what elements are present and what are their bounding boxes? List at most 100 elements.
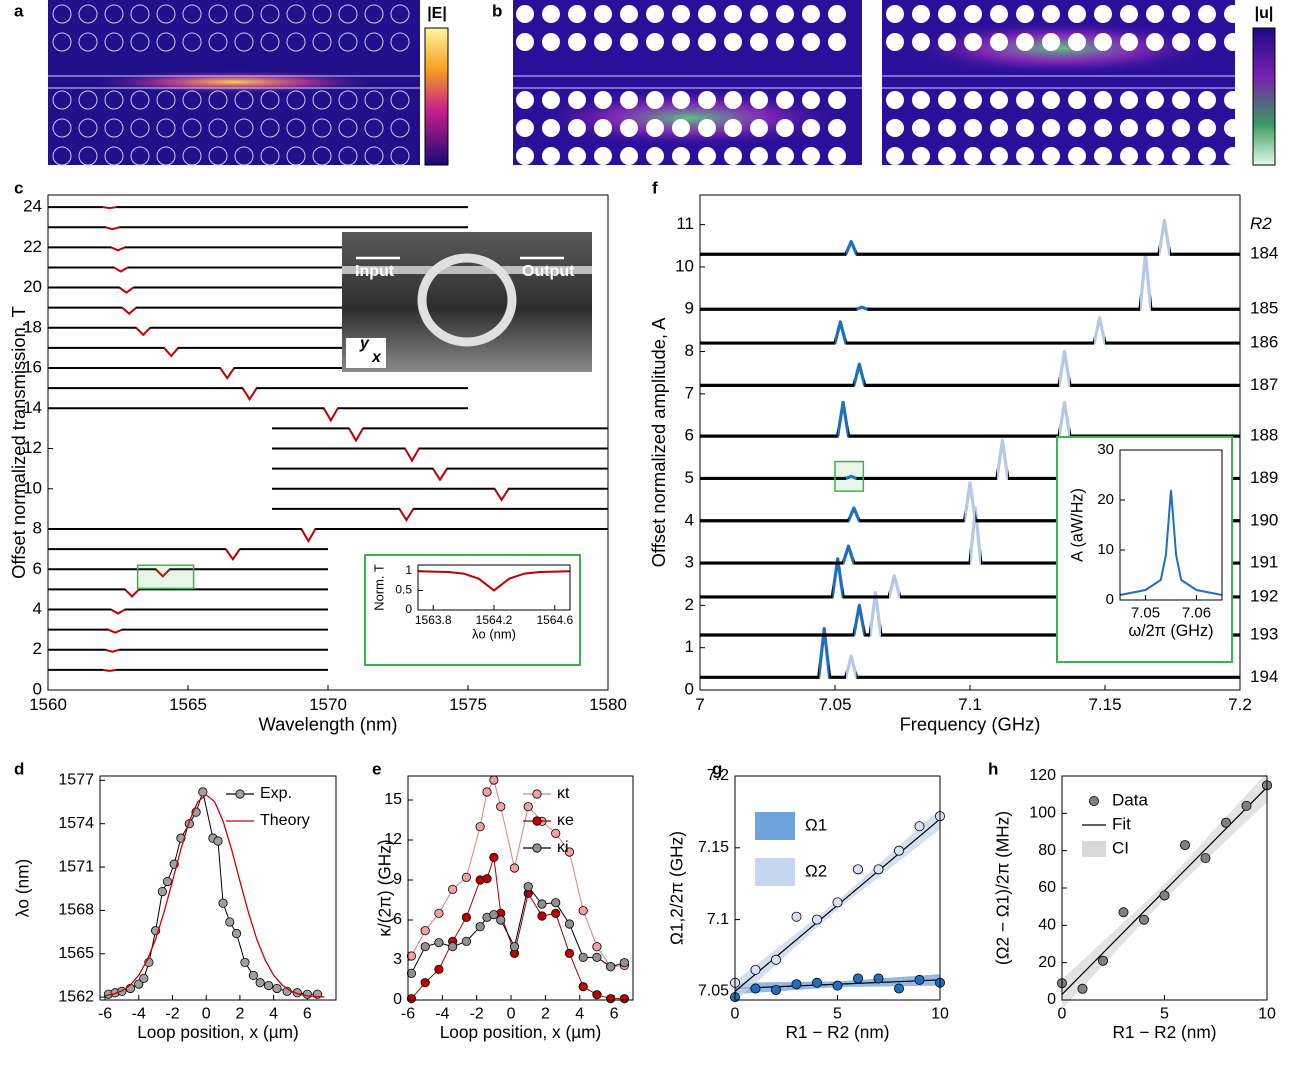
x-tick-label: 1560 <box>29 695 67 714</box>
hole <box>338 146 358 166</box>
hole <box>390 4 410 24</box>
x-tick-label: -4 <box>132 1006 146 1023</box>
y-tick-label: 1 <box>685 637 694 656</box>
row-label: 185 <box>1250 299 1278 318</box>
marker <box>894 845 905 856</box>
hole <box>208 90 228 110</box>
marker <box>475 922 485 932</box>
y-tick-label: 2 <box>33 639 42 658</box>
hole <box>912 33 930 51</box>
hole <box>182 32 202 52</box>
row-label: 186 <box>1250 333 1278 352</box>
hole <box>542 91 560 109</box>
hole <box>672 91 690 109</box>
hole <box>886 91 904 109</box>
panel-label: c <box>14 178 23 197</box>
y-axis-label: (Ω2 − Ω1)/2π (MHz) <box>993 811 1013 965</box>
marker <box>406 994 417 1004</box>
hole <box>542 5 560 23</box>
hole <box>1016 33 1034 51</box>
hole <box>364 32 384 52</box>
y-tick-label: 1562 <box>58 988 94 1005</box>
hole <box>104 146 124 166</box>
y-tick-label: 4 <box>685 510 694 529</box>
hole <box>672 119 690 137</box>
hole <box>542 147 560 165</box>
hole <box>516 91 534 109</box>
hole <box>208 4 228 24</box>
hole <box>724 147 742 165</box>
marker <box>461 912 471 922</box>
hole <box>52 118 72 138</box>
legend-marker <box>235 789 245 799</box>
axis-key-box <box>346 338 386 368</box>
hole <box>1120 91 1138 109</box>
hole <box>886 5 904 23</box>
hole <box>698 5 716 23</box>
hole <box>964 5 982 23</box>
data-line <box>48 588 328 598</box>
data-line <box>48 628 328 634</box>
row-label: 194 <box>1250 667 1278 686</box>
marker <box>523 882 533 892</box>
x-axis-label: R1 − R2 (nm) <box>1112 1022 1216 1042</box>
legend-marker <box>532 816 542 826</box>
y-tick-label: 10 <box>23 478 42 497</box>
highlight-box <box>136 564 195 590</box>
y-tick-label: 7.15 <box>698 839 729 856</box>
hole <box>312 32 332 52</box>
hole <box>594 147 612 165</box>
hole <box>938 5 956 23</box>
marker <box>523 802 533 812</box>
hole <box>208 32 228 52</box>
marker <box>606 962 616 972</box>
data-line <box>700 400 1240 438</box>
hole <box>1146 5 1164 23</box>
marker <box>509 942 520 952</box>
hole <box>938 147 956 165</box>
hole <box>516 147 534 165</box>
y-axis-label: Offset normalized transmission, T <box>8 306 29 579</box>
marker <box>771 954 782 965</box>
legend-label: Ω2 <box>805 861 827 880</box>
hole <box>776 147 794 165</box>
hole <box>698 147 716 165</box>
marker <box>914 974 925 985</box>
data-line <box>48 668 328 672</box>
hole <box>104 4 124 24</box>
marker <box>475 822 485 832</box>
marker <box>1139 914 1150 925</box>
row-label: 188 <box>1250 426 1278 445</box>
hole <box>594 5 612 23</box>
marker <box>791 979 802 990</box>
x-tick-label: 5 <box>833 1006 842 1023</box>
hole <box>1068 33 1086 51</box>
x-axis-label: Frequency (GHz) <box>900 714 1041 735</box>
sem-label: Input <box>355 263 395 280</box>
plot-frame <box>1061 775 1268 1001</box>
y-tick-label: 1565 <box>58 945 94 962</box>
data-line <box>700 218 1240 256</box>
hole <box>802 5 820 23</box>
highlight-box <box>834 460 865 492</box>
y-tick-label: 11 <box>676 214 694 233</box>
y-tick-label: 1571 <box>58 858 94 875</box>
hole <box>52 90 72 110</box>
hole <box>260 4 280 24</box>
y-tick-label: 60 <box>1038 879 1056 896</box>
hole <box>516 5 534 23</box>
y-tick-label: 6 <box>393 911 402 928</box>
panel-label: g <box>712 759 722 778</box>
y-tick-label: 14 <box>23 398 42 417</box>
hole <box>1198 33 1216 51</box>
marker <box>578 952 588 962</box>
hole <box>964 119 982 137</box>
data-line <box>48 286 468 294</box>
hole <box>990 119 1008 137</box>
hole <box>1042 5 1060 23</box>
data-line <box>48 306 468 316</box>
marker <box>551 908 561 918</box>
x-tick-label: -6 <box>401 1006 415 1023</box>
panel-label: d <box>14 759 24 778</box>
y-axis-label: Ω1,2/2π (GHz) <box>667 831 687 945</box>
